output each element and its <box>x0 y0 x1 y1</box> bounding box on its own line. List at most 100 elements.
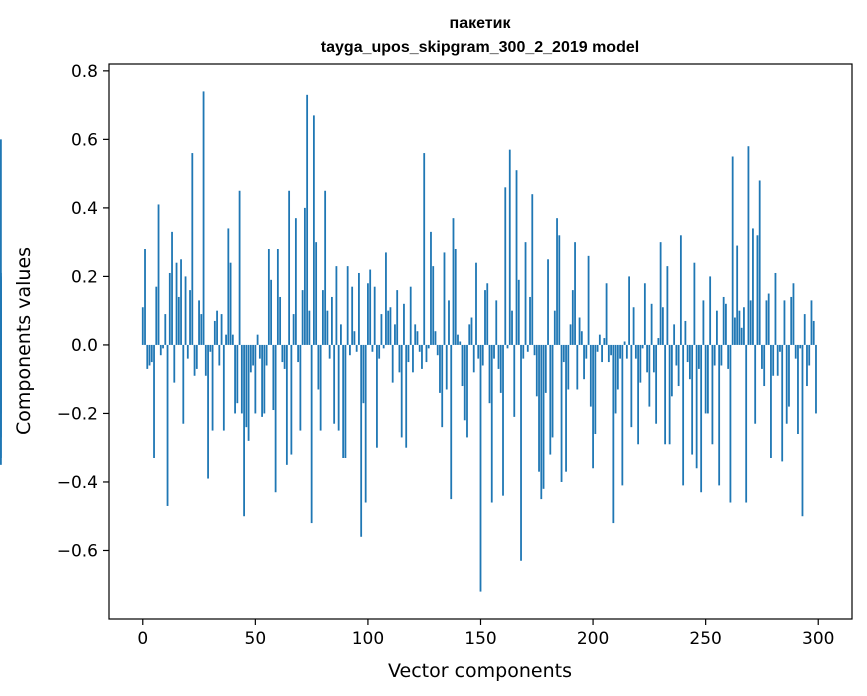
bar <box>605 283 608 345</box>
y-tick-label: 0.6 <box>71 130 98 150</box>
bar <box>646 344 649 373</box>
bar <box>610 344 612 356</box>
bar <box>342 344 345 458</box>
bar <box>335 266 338 345</box>
bar <box>506 344 509 349</box>
bar <box>522 344 525 359</box>
bar <box>806 344 808 387</box>
bar <box>276 249 279 345</box>
bar <box>538 344 540 472</box>
bar <box>171 231 173 345</box>
x-tick-label: 250 <box>689 629 721 649</box>
bar <box>270 279 273 345</box>
bar <box>767 293 770 345</box>
bars-group <box>0 91 817 592</box>
bar <box>686 344 689 363</box>
bar <box>484 290 486 345</box>
x-tick-label: 200 <box>577 629 609 649</box>
bar <box>207 344 209 479</box>
bar <box>441 344 444 428</box>
bar <box>634 344 637 359</box>
bar <box>459 341 462 345</box>
bar <box>409 286 412 345</box>
bar <box>727 344 730 369</box>
bar <box>349 344 351 356</box>
bar <box>272 344 275 411</box>
plot-frame <box>108 63 853 620</box>
bar <box>623 341 626 345</box>
bar <box>567 344 570 390</box>
bar <box>716 310 718 345</box>
y-tick-label: −0.4 <box>57 473 98 493</box>
bar <box>391 344 394 383</box>
bar <box>587 255 590 345</box>
bar <box>535 344 538 397</box>
x-axis-label: Vector components <box>388 660 572 682</box>
bar <box>619 344 621 359</box>
bar <box>774 272 777 345</box>
bar <box>324 190 327 345</box>
bar <box>432 266 435 345</box>
bar <box>164 314 167 345</box>
bar <box>664 344 667 445</box>
bar <box>481 344 484 366</box>
bar <box>738 310 741 345</box>
x-tick-label: 0 <box>137 629 148 649</box>
bar <box>166 344 169 506</box>
bar <box>614 344 617 414</box>
bar <box>315 242 318 345</box>
bar <box>436 344 439 356</box>
bar <box>362 344 365 404</box>
bar <box>472 344 475 373</box>
bar <box>612 344 615 524</box>
bar <box>218 344 221 366</box>
bar <box>803 314 806 345</box>
bar <box>452 218 455 345</box>
bar <box>558 235 561 345</box>
bar <box>652 344 655 373</box>
bar <box>497 344 500 369</box>
bar <box>659 242 662 345</box>
bar <box>722 296 725 345</box>
y-axis-label: Components values <box>13 247 35 435</box>
bar <box>743 307 745 345</box>
bar <box>0 139 2 345</box>
bar <box>772 344 775 376</box>
bar <box>439 344 441 393</box>
bar <box>321 290 324 345</box>
bar <box>580 331 583 345</box>
bar <box>252 344 254 366</box>
bar <box>713 344 716 366</box>
bar <box>423 153 426 345</box>
bar <box>344 344 347 458</box>
bar <box>553 310 556 345</box>
bar <box>281 344 284 363</box>
bar <box>578 317 581 345</box>
bar <box>180 259 182 345</box>
bar <box>193 344 196 376</box>
y-tick-label: 0.4 <box>71 199 98 219</box>
bar <box>175 262 178 345</box>
bar <box>234 344 236 414</box>
bar <box>454 249 457 345</box>
bar <box>729 344 732 503</box>
bar <box>574 242 576 345</box>
bar <box>202 91 205 345</box>
bar <box>479 344 482 592</box>
bar <box>801 344 804 517</box>
bar <box>177 296 180 345</box>
bar <box>625 344 628 359</box>
bar <box>191 153 194 345</box>
bar <box>200 314 203 345</box>
bar <box>740 327 743 345</box>
bar <box>340 324 342 345</box>
bar <box>709 276 712 345</box>
bar <box>369 269 372 345</box>
bar <box>758 180 761 345</box>
bar <box>353 331 356 345</box>
bar <box>364 344 367 503</box>
bar <box>544 344 547 393</box>
bar <box>734 317 736 345</box>
bar <box>515 170 518 345</box>
bar <box>249 344 252 373</box>
